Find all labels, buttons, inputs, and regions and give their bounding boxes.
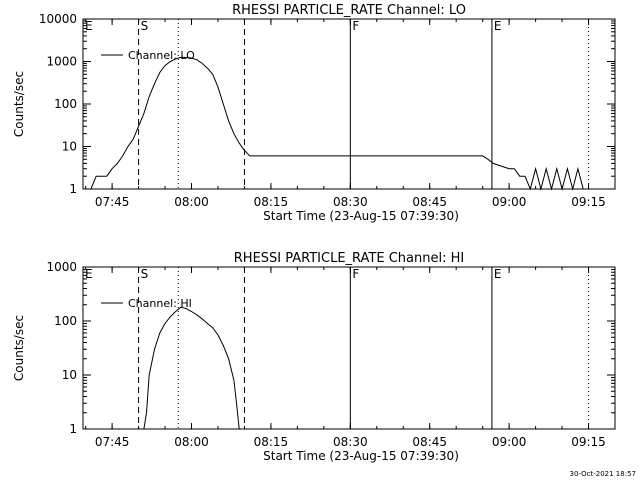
y-axis-label: Counts/sec <box>12 315 26 381</box>
x-tick-label: 07:45 <box>95 435 130 449</box>
y-tick-label: 10 <box>62 140 77 154</box>
y-tick-label: 1000 <box>46 55 77 69</box>
y-tick-label: 10000 <box>39 12 77 26</box>
marker-label: E <box>494 267 502 281</box>
chart-title: RHESSI PARTICLE_RATE Channel: HI <box>234 251 464 266</box>
y-tick-label: 10 <box>62 368 77 382</box>
y-tick-label: 100 <box>54 97 77 111</box>
y-tick-label: 1000 <box>46 260 77 274</box>
x-tick-label: 08:00 <box>174 195 209 209</box>
x-tick-label: 08:15 <box>254 195 289 209</box>
legend-label: Channel: LO <box>128 49 195 62</box>
y-tick-label: 1 <box>69 182 77 196</box>
x-tick-label: 07:45 <box>95 195 130 209</box>
chart-title: RHESSI PARTICLE_RATE Channel: LO <box>232 3 466 18</box>
x-tick-label: 08:45 <box>412 195 447 209</box>
marker-label: S <box>141 267 149 281</box>
x-axis-label: Start Time (23-Aug-15 07:39:30) <box>263 449 459 463</box>
marker-label: F <box>352 19 359 33</box>
x-tick-label: 08:00 <box>174 435 209 449</box>
x-axis-label: Start Time (23-Aug-15 07:39:30) <box>263 209 459 223</box>
x-tick-label: 09:00 <box>492 435 527 449</box>
y-tick-label: 100 <box>54 314 77 328</box>
x-tick-label: 09:15 <box>571 435 606 449</box>
marker-label: S <box>141 19 149 33</box>
chart-panel-0: RHESSI PARTICLE_RATE Channel: LO 07:45 08:… <box>12 3 616 223</box>
x-tick-label: 08:15 <box>254 435 289 449</box>
x-tick-label: 09:00 <box>492 195 527 209</box>
plot-frame <box>82 18 616 190</box>
y-tick-label: 1 <box>69 422 77 436</box>
y-axis-label: Counts/sec <box>12 71 26 137</box>
series-line <box>143 306 240 430</box>
x-tick-label: 08:30 <box>333 195 368 209</box>
x-tick-label: 08:45 <box>412 435 447 449</box>
x-tick-label: 08:30 <box>333 435 368 449</box>
marker-label: E <box>85 19 93 33</box>
marker-label: E <box>494 19 502 33</box>
marker-label: F <box>352 267 359 281</box>
x-tick-label: 09:15 <box>571 195 606 209</box>
series-line <box>90 56 584 191</box>
footer-timestamp: 30-Oct-2021 18:57 <box>569 470 636 478</box>
legend-label: Channel: HI <box>128 297 192 310</box>
plot-frame <box>82 266 616 430</box>
marker-label: E <box>85 267 93 281</box>
chart-panel-1: RHESSI PARTICLE_RATE Channel: HI 07:45 08:… <box>12 251 616 463</box>
